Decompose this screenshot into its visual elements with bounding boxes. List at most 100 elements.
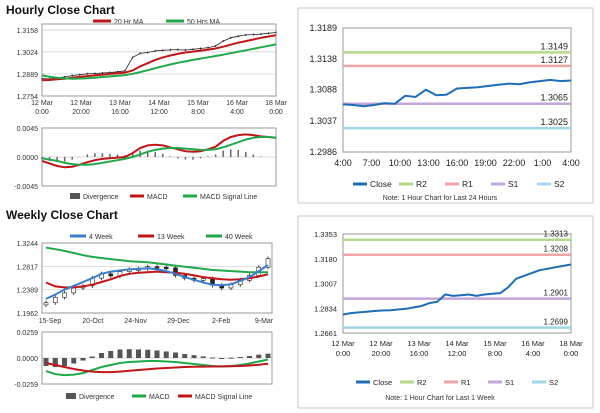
legend-label: S1 [508,179,519,189]
x-tick-label: 8:00 [488,349,503,358]
y-tick-label: 1.1962 [17,311,39,318]
legend-label: 40 Week [225,234,253,241]
y-tick-label: 1.3024 [17,50,39,57]
x-tick-label: 4:00 [334,158,352,168]
weekly-40wk-line [45,246,268,274]
hourly-macd-line [41,133,277,169]
weekly-hourly-close-line [342,263,572,316]
y-tick-label: 0.0259 [17,330,39,337]
hourly-signal-line [41,136,277,166]
x-tick-label: 0:00 [269,109,283,116]
weekly-divergence-bar [154,350,160,358]
legend-label: 20 Hr MA [114,19,144,26]
legend-label: MACD [147,194,168,201]
weekly-hourly-frame [342,233,572,334]
x-tick-label: 20-Oct [82,318,103,325]
weekly-divergence-bar [210,357,215,359]
hourly-ma20-line [41,34,277,82]
y-tick-label: 1.3353 [314,230,337,239]
x-tick-label: 7:00 [363,158,381,168]
level-label: 1.3208 [544,245,569,254]
weekly-divergence-bar [43,358,49,367]
weekly-divergence-bar [200,356,206,358]
weekly-divergence-bar [228,357,234,359]
x-tick-label: 29-Dec [167,318,190,325]
y-tick-label: 1.2754 [17,94,39,101]
x-tick-label: 14 Mar [148,100,170,107]
legend-label: S2 [549,378,558,387]
weekly-macd-frame [41,331,273,385]
legend-label: 50 Hrs MA [187,19,220,26]
level-label: 1.3149 [540,41,568,51]
y-tick-label: 1.2389 [17,288,39,295]
x-tick-label: 18 Mar [559,339,583,348]
x-tick-label: 0:00 [336,349,351,358]
y-tick-label: -0.0259 [14,382,38,389]
x-tick-label: 0:00 [35,109,49,116]
weekly-candle-body [200,278,206,281]
legend-label: R2 [417,378,427,387]
y-tick-label: 1.2817 [17,264,39,271]
weekly-divergence-bar [237,356,243,358]
y-tick-label: 0.0000 [17,155,39,162]
y-tick-label: 1.2889 [17,72,39,79]
intraday-panel-border [297,7,594,204]
legend-label: 4 Week [89,234,113,241]
hourly-ma50-line [41,43,277,80]
chart-note: Note: 1 Hour Chart for Last 24 Hours [383,195,498,202]
weekly-candle-body [52,296,58,304]
weekly-divergence-bar [247,355,252,358]
x-tick-label: 16 Mar [521,339,545,348]
x-tick-label: 12:00 [448,349,467,358]
x-tick-label: 13 Mar [109,100,131,107]
weekly-candle-body [154,266,160,269]
weekly-divergence-bar [163,351,169,358]
x-tick-label: 9-Mar [255,318,274,325]
weekly-candle-body [71,287,77,294]
x-tick-label: 0:00 [564,349,579,358]
legend-box-divergence [70,193,80,199]
weekly-divergence-bar [182,353,188,358]
legend-label: Divergence [83,194,119,201]
weekly-divergence-bar [219,358,225,359]
y-tick-label: 1.3037 [309,116,337,126]
x-tick-label: 12 Mar [331,339,355,348]
weekly-divergence-bar [89,356,95,358]
weekly-divergence-bar [145,349,151,358]
weekly-divergence-bar [126,349,132,358]
chart-note: Note: 1 Hour Chart for Last 1 Week [385,395,495,402]
weekly-divergence-bar [265,353,271,358]
y-tick-label: 1.2986 [309,147,337,157]
x-tick-label: 24-Nov [124,318,147,325]
weekly-candle-body [163,266,169,270]
x-tick-label: 15-Sep [39,318,62,325]
x-tick-label: 16:00 [410,349,429,358]
x-tick-label: 15 Mar [187,100,209,107]
x-tick-label: 2-Feb [212,318,230,325]
y-tick-label: 1.2661 [314,329,337,338]
legend-label: Divergence [79,394,115,401]
y-tick-label: 0.0045 [17,126,39,133]
x-tick-label: 20:00 [372,349,391,358]
x-tick-label: 15 Mar [483,339,507,348]
x-tick-label: 12 Mar [70,100,92,107]
x-tick-label: 4:00 [526,349,541,358]
legend-label: MACD [149,394,170,401]
weekly-divergence-bar [52,358,58,368]
x-tick-label: 18 Mar [265,100,287,107]
y-tick-label: 1.3189 [309,23,337,33]
x-tick-label: 4:00 [562,158,580,168]
x-tick-label: 20:00 [72,109,90,116]
weekly-divergence-bar [117,349,123,358]
legend-label: MACD Signal Line [195,394,252,401]
weekly-divergence-bar [173,352,178,358]
x-tick-label: 16 Mar [226,100,248,107]
weekly-candle-body [108,273,114,277]
weekly-macd-line [45,358,269,377]
legend-label: R2 [416,179,427,189]
y-tick-label: 0.0000 [17,356,39,363]
level-label: 1.2699 [544,318,569,327]
level-label: 1.2901 [544,289,569,298]
x-tick-label: 13 Mar [407,339,431,348]
weekly-4wk-line [45,264,269,300]
